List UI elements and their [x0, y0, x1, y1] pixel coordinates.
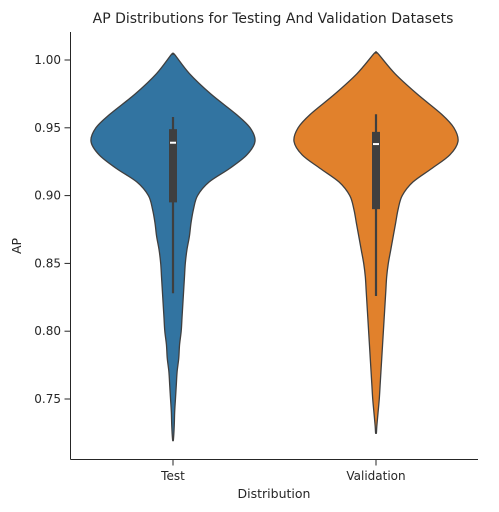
- y-tick-label: 0.75: [34, 392, 61, 406]
- x-tick-label: Validation: [346, 469, 405, 483]
- violin-validation: [293, 51, 459, 435]
- iqr-box: [169, 129, 177, 203]
- y-tick-label: 0.90: [34, 189, 61, 203]
- y-tick-label: 0.85: [34, 256, 61, 270]
- y-tick-label: 0.80: [34, 324, 61, 338]
- y-tick-label: 1.00: [34, 53, 61, 67]
- chart-title: AP Distributions for Testing And Validat…: [93, 11, 454, 27]
- x-axis: Test Validation: [160, 459, 406, 483]
- x-tick-label: Test: [160, 469, 185, 483]
- x-axis-label: Distribution: [238, 486, 311, 501]
- iqr-box: [372, 131, 380, 210]
- y-tick-label: 0.95: [34, 121, 61, 135]
- violins-layer: [90, 51, 459, 442]
- violin-test: [90, 52, 256, 442]
- y-axis: 0.75 0.80 0.85 0.90 0.95 1.00: [34, 53, 71, 406]
- y-axis-label: AP: [9, 237, 24, 254]
